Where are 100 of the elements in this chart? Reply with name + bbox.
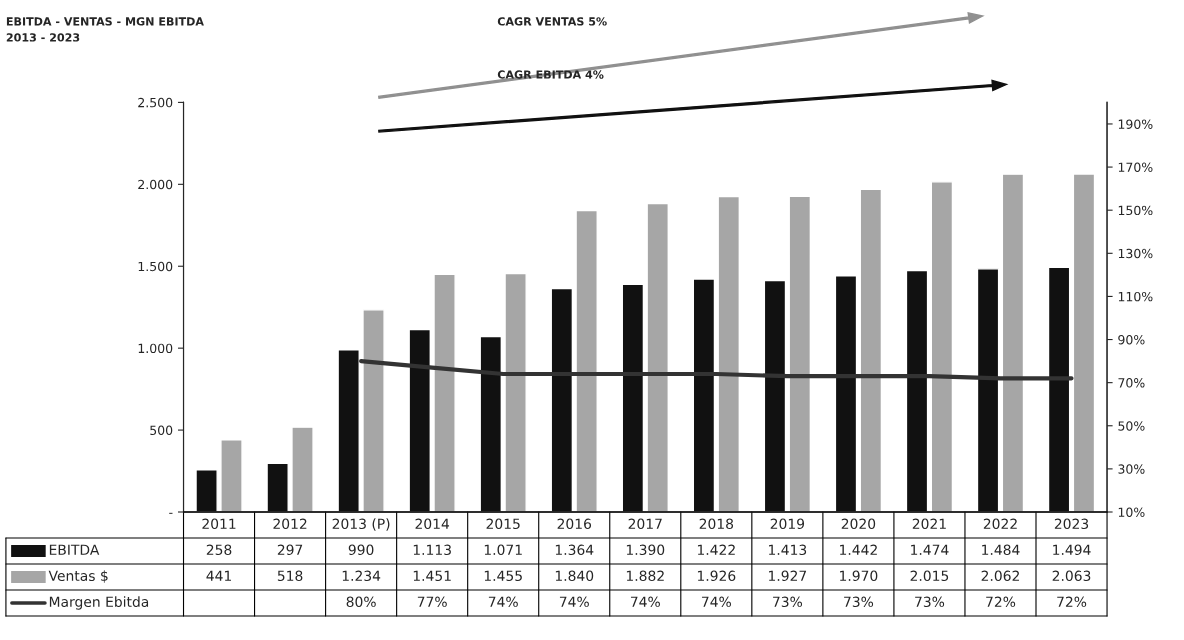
y-tick-label: - bbox=[169, 512, 173, 514]
data-label: 297 bbox=[277, 544, 303, 556]
data-label: 258 bbox=[206, 544, 232, 556]
y2-tick-label: 10% bbox=[1118, 507, 1145, 517]
bar bbox=[646, 202, 669, 512]
data-label: 74% bbox=[488, 596, 518, 608]
chart-title: EBITDA - VENTAS - MGN EBITDA bbox=[6, 17, 204, 26]
bar bbox=[1047, 266, 1071, 512]
x-tick-label: 2016 bbox=[557, 518, 592, 530]
x-tick-label: 2023 bbox=[1054, 518, 1089, 530]
legend-label: Margen Ebitda bbox=[49, 596, 149, 610]
y-tick-label: 2.500 bbox=[138, 97, 173, 108]
data-label: 1.474 bbox=[911, 544, 949, 555]
data-label: 80% bbox=[346, 596, 376, 608]
data-label: 1.390 bbox=[626, 544, 665, 556]
data-label: 1.422 bbox=[697, 544, 735, 555]
y2-tick-label: 170% bbox=[1118, 162, 1153, 172]
y2-tick-label: 190% bbox=[1118, 119, 1153, 129]
x-tick-label: 2019 bbox=[770, 518, 805, 530]
bar bbox=[976, 268, 1000, 512]
bar bbox=[337, 349, 360, 512]
line-series bbox=[359, 359, 1074, 381]
x-tick-label: 2018 bbox=[699, 518, 734, 530]
data-label: 1.234 bbox=[342, 570, 381, 582]
y-tick-label: 500 bbox=[150, 425, 173, 436]
data-label: 518 bbox=[277, 570, 303, 582]
bar bbox=[905, 269, 929, 512]
x-tick-label: 2011 bbox=[202, 518, 236, 530]
y-tick-label: 1.500 bbox=[138, 261, 173, 272]
bar bbox=[362, 309, 385, 512]
x-tick-label: 2017 bbox=[628, 518, 662, 530]
data-label: 1.442 bbox=[840, 544, 877, 555]
bar bbox=[220, 439, 243, 512]
data-label: 2.015 bbox=[910, 570, 949, 582]
bar bbox=[1001, 173, 1025, 512]
text: CAGR EBITDA 4% bbox=[497, 70, 604, 79]
data-label: 2.062 bbox=[981, 570, 1019, 582]
data-label: 1.113 bbox=[413, 544, 451, 556]
bar bbox=[930, 181, 954, 512]
x-tick-label: 2022 bbox=[983, 518, 1017, 530]
data-label: 1.071 bbox=[484, 544, 522, 556]
x-tick-label: 2020 bbox=[841, 518, 876, 530]
x-tick-label: 2013 (P) bbox=[332, 518, 390, 531]
bar bbox=[788, 195, 812, 512]
data-label: 74% bbox=[702, 596, 731, 608]
x-tick-label: 2021 bbox=[912, 518, 946, 530]
bar bbox=[834, 275, 858, 512]
bar bbox=[433, 273, 456, 512]
bar bbox=[195, 469, 218, 512]
y2-tick-label: 150% bbox=[1118, 205, 1153, 216]
data-label: 441 bbox=[206, 570, 232, 581]
y2-tick-label: 30% bbox=[1118, 464, 1145, 474]
data-label: 1.882 bbox=[626, 570, 664, 582]
x-tick-label: 2012 bbox=[273, 518, 307, 530]
bar bbox=[575, 209, 598, 512]
x-tick-label: 2014 bbox=[415, 518, 450, 530]
data-label: 73% bbox=[773, 596, 803, 608]
data-label: 73% bbox=[844, 596, 874, 608]
y-tick-label: 1.000 bbox=[138, 343, 173, 354]
data-label: 990 bbox=[348, 544, 374, 556]
data-label: 72% bbox=[986, 596, 1016, 608]
data-label: 1.455 bbox=[484, 570, 522, 582]
bar bbox=[266, 462, 289, 512]
data-label: 77% bbox=[417, 596, 447, 608]
data-label: 1.413 bbox=[769, 544, 807, 556]
data-label: 1.364 bbox=[555, 544, 594, 556]
y2-tick-label: 110% bbox=[1118, 291, 1153, 302]
y2-tick-label: 70% bbox=[1118, 378, 1145, 388]
bar bbox=[550, 287, 574, 512]
y-tick-label: 2.000 bbox=[138, 179, 173, 190]
legend-label: EBITDA bbox=[49, 544, 100, 555]
bar bbox=[479, 335, 503, 512]
y2-tick-label: 50% bbox=[1118, 421, 1145, 431]
data-label: 1.494 bbox=[1053, 544, 1091, 556]
data-label: 1.970 bbox=[840, 570, 878, 582]
y2-tick-label: 90% bbox=[1118, 335, 1145, 345]
y2-tick-label: 130% bbox=[1118, 248, 1153, 259]
text: 2013 - 2023 bbox=[6, 33, 80, 42]
bar bbox=[504, 272, 527, 512]
data-label: 74% bbox=[630, 596, 660, 608]
legend-label: Ventas $ bbox=[48, 570, 108, 583]
data-label: 1.927 bbox=[769, 570, 807, 582]
bar bbox=[291, 426, 314, 512]
bar bbox=[1072, 173, 1096, 512]
data-label: 1.484 bbox=[982, 544, 1020, 556]
data-label: 72% bbox=[1057, 596, 1087, 608]
text: CAGR VENTAS 5% bbox=[497, 17, 607, 26]
bar bbox=[408, 328, 431, 512]
data-label: 1.926 bbox=[697, 570, 736, 582]
data-label: 73% bbox=[915, 596, 945, 608]
data-label: 1.840 bbox=[555, 570, 594, 582]
data-label: 74% bbox=[559, 596, 589, 608]
bar bbox=[692, 278, 716, 512]
bar bbox=[763, 279, 787, 512]
data-label: 1.451 bbox=[413, 570, 451, 582]
bar bbox=[859, 188, 883, 512]
bar bbox=[621, 283, 645, 512]
x-tick-label: 2015 bbox=[486, 518, 520, 530]
bar bbox=[717, 195, 741, 512]
data-label: 2.063 bbox=[1052, 570, 1091, 582]
